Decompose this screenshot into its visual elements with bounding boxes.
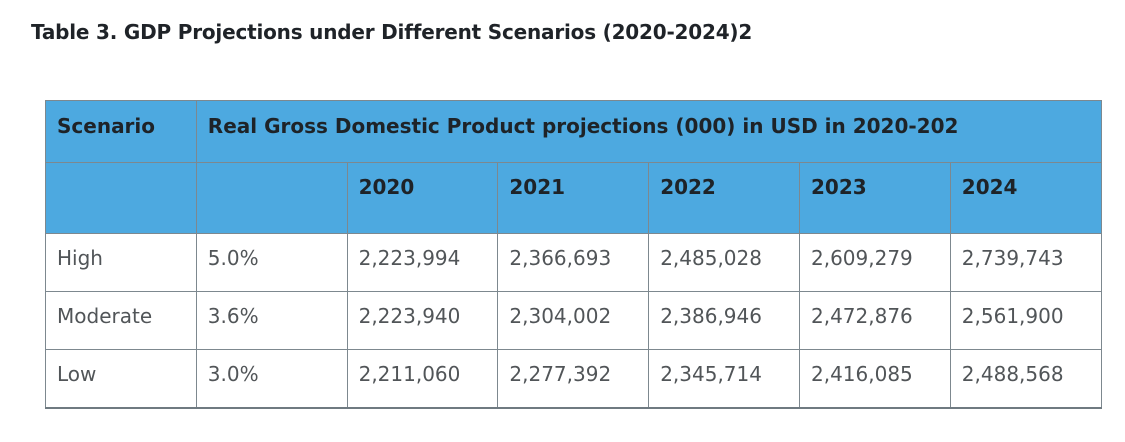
header-cell-empty-scenario [45,162,197,234]
value-cell: 2,472,876 [798,291,951,350]
header-cell-span-title: Real Gross Domestic Product projections … [195,100,1102,163]
growth-rate-cell: 3.0% [195,349,348,409]
gdp-projections-table: Scenario Real Gross Domestic Product pro… [45,100,1102,409]
table-row-low: Low 3.0% 2,211,060 2,277,392 2,345,714 2… [45,349,1102,409]
value-cell: 2,345,714 [648,349,800,409]
header-row-main: Scenario Real Gross Domestic Product pro… [45,100,1102,163]
value-cell: 2,561,900 [949,291,1102,350]
table-row-high: High 5.0% 2,223,994 2,366,693 2,485,028 … [45,233,1102,292]
table-caption: Table 3. GDP Projections under Different… [31,20,753,44]
value-cell: 2,739,743 [949,233,1102,292]
growth-rate-cell: 5.0% [195,233,348,292]
value-cell: 2,416,085 [798,349,951,409]
header-row-years: 2020 2021 2022 2023 2024 [45,162,1102,234]
table-row-moderate: Moderate 3.6% 2,223,940 2,304,002 2,386,… [45,291,1102,350]
table-body: High 5.0% 2,223,994 2,366,693 2,485,028 … [45,233,1102,409]
table-header: Scenario Real Gross Domestic Product pro… [45,100,1102,234]
scenario-cell: High [45,233,197,292]
header-cell-year-2021: 2021 [497,162,650,234]
value-cell: 2,223,994 [346,233,499,292]
scenario-cell: Low [45,349,197,409]
header-cell-year-2023: 2023 [798,162,951,234]
value-cell: 2,386,946 [648,291,800,350]
scenario-cell: Moderate [45,291,197,350]
header-cell-year-2024: 2024 [949,162,1102,234]
value-cell: 2,366,693 [497,233,650,292]
header-cell-scenario: Scenario [45,100,197,163]
value-cell: 2,304,002 [497,291,650,350]
value-cell: 2,277,392 [497,349,650,409]
value-cell: 2,488,568 [949,349,1102,409]
value-cell: 2,223,940 [346,291,499,350]
value-cell: 2,211,060 [346,349,499,409]
header-cell-empty-rate [195,162,348,234]
header-cell-year-2022: 2022 [648,162,800,234]
growth-rate-cell: 3.6% [195,291,348,350]
value-cell: 2,485,028 [648,233,800,292]
value-cell: 2,609,279 [798,233,951,292]
header-cell-year-2020: 2020 [346,162,499,234]
